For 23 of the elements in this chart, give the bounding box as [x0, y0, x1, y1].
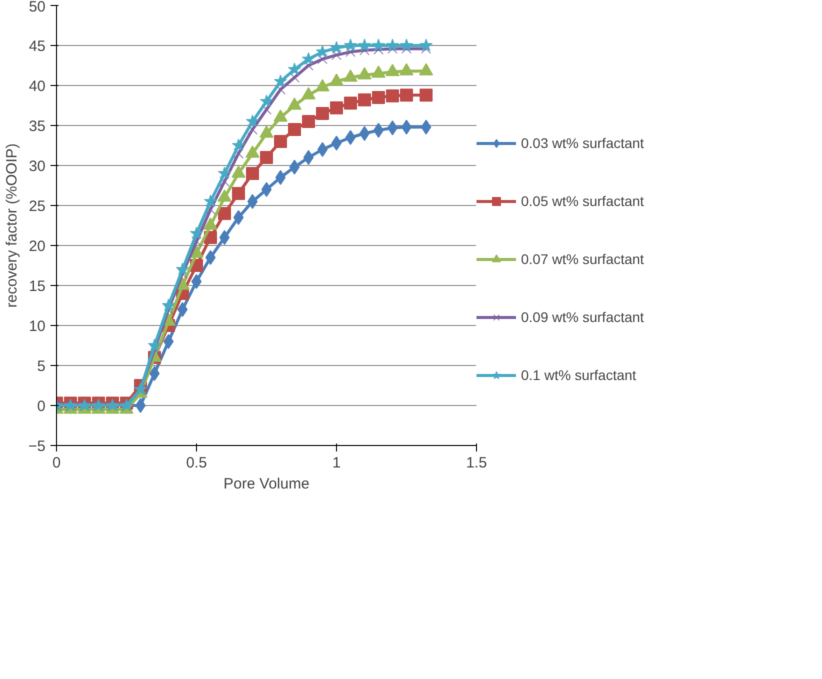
x-tick-label: 0 — [52, 454, 61, 472]
y-tick-label: 25 — [28, 198, 46, 215]
x-axis-title: Pore Volume — [224, 476, 310, 492]
y-tick-label: −5 — [28, 438, 46, 455]
y-tick-label: 50 — [28, 0, 46, 16]
legend-label: 0.03 wt% surfactant — [521, 135, 644, 151]
y-tick-label: 35 — [28, 118, 46, 135]
y-tick-label: 5 — [37, 358, 46, 375]
x-tick-label: 0.5 — [186, 454, 207, 472]
x-tick-label: 1 — [332, 454, 341, 472]
legend-label: 0.07 wt% surfactant — [521, 251, 644, 267]
legend-label: 0.05 wt% surfactant — [521, 193, 644, 209]
y-tick-label: 15 — [28, 278, 46, 295]
y-tick-label: 20 — [28, 238, 46, 255]
legend-label: 0.09 wt% surfactant — [521, 309, 644, 325]
y-tick-label: 45 — [28, 38, 46, 55]
legend-label: 0.1 wt% surfactant — [521, 367, 636, 383]
y-tick-label: 10 — [28, 318, 46, 335]
y-axis-title: recovery factor (%OOIP) — [3, 143, 20, 308]
y-tick-label: 0 — [37, 398, 46, 415]
x-tick-label: 1.5 — [466, 454, 487, 472]
y-tick-label: 30 — [28, 158, 46, 175]
y-tick-label: 40 — [28, 78, 46, 95]
